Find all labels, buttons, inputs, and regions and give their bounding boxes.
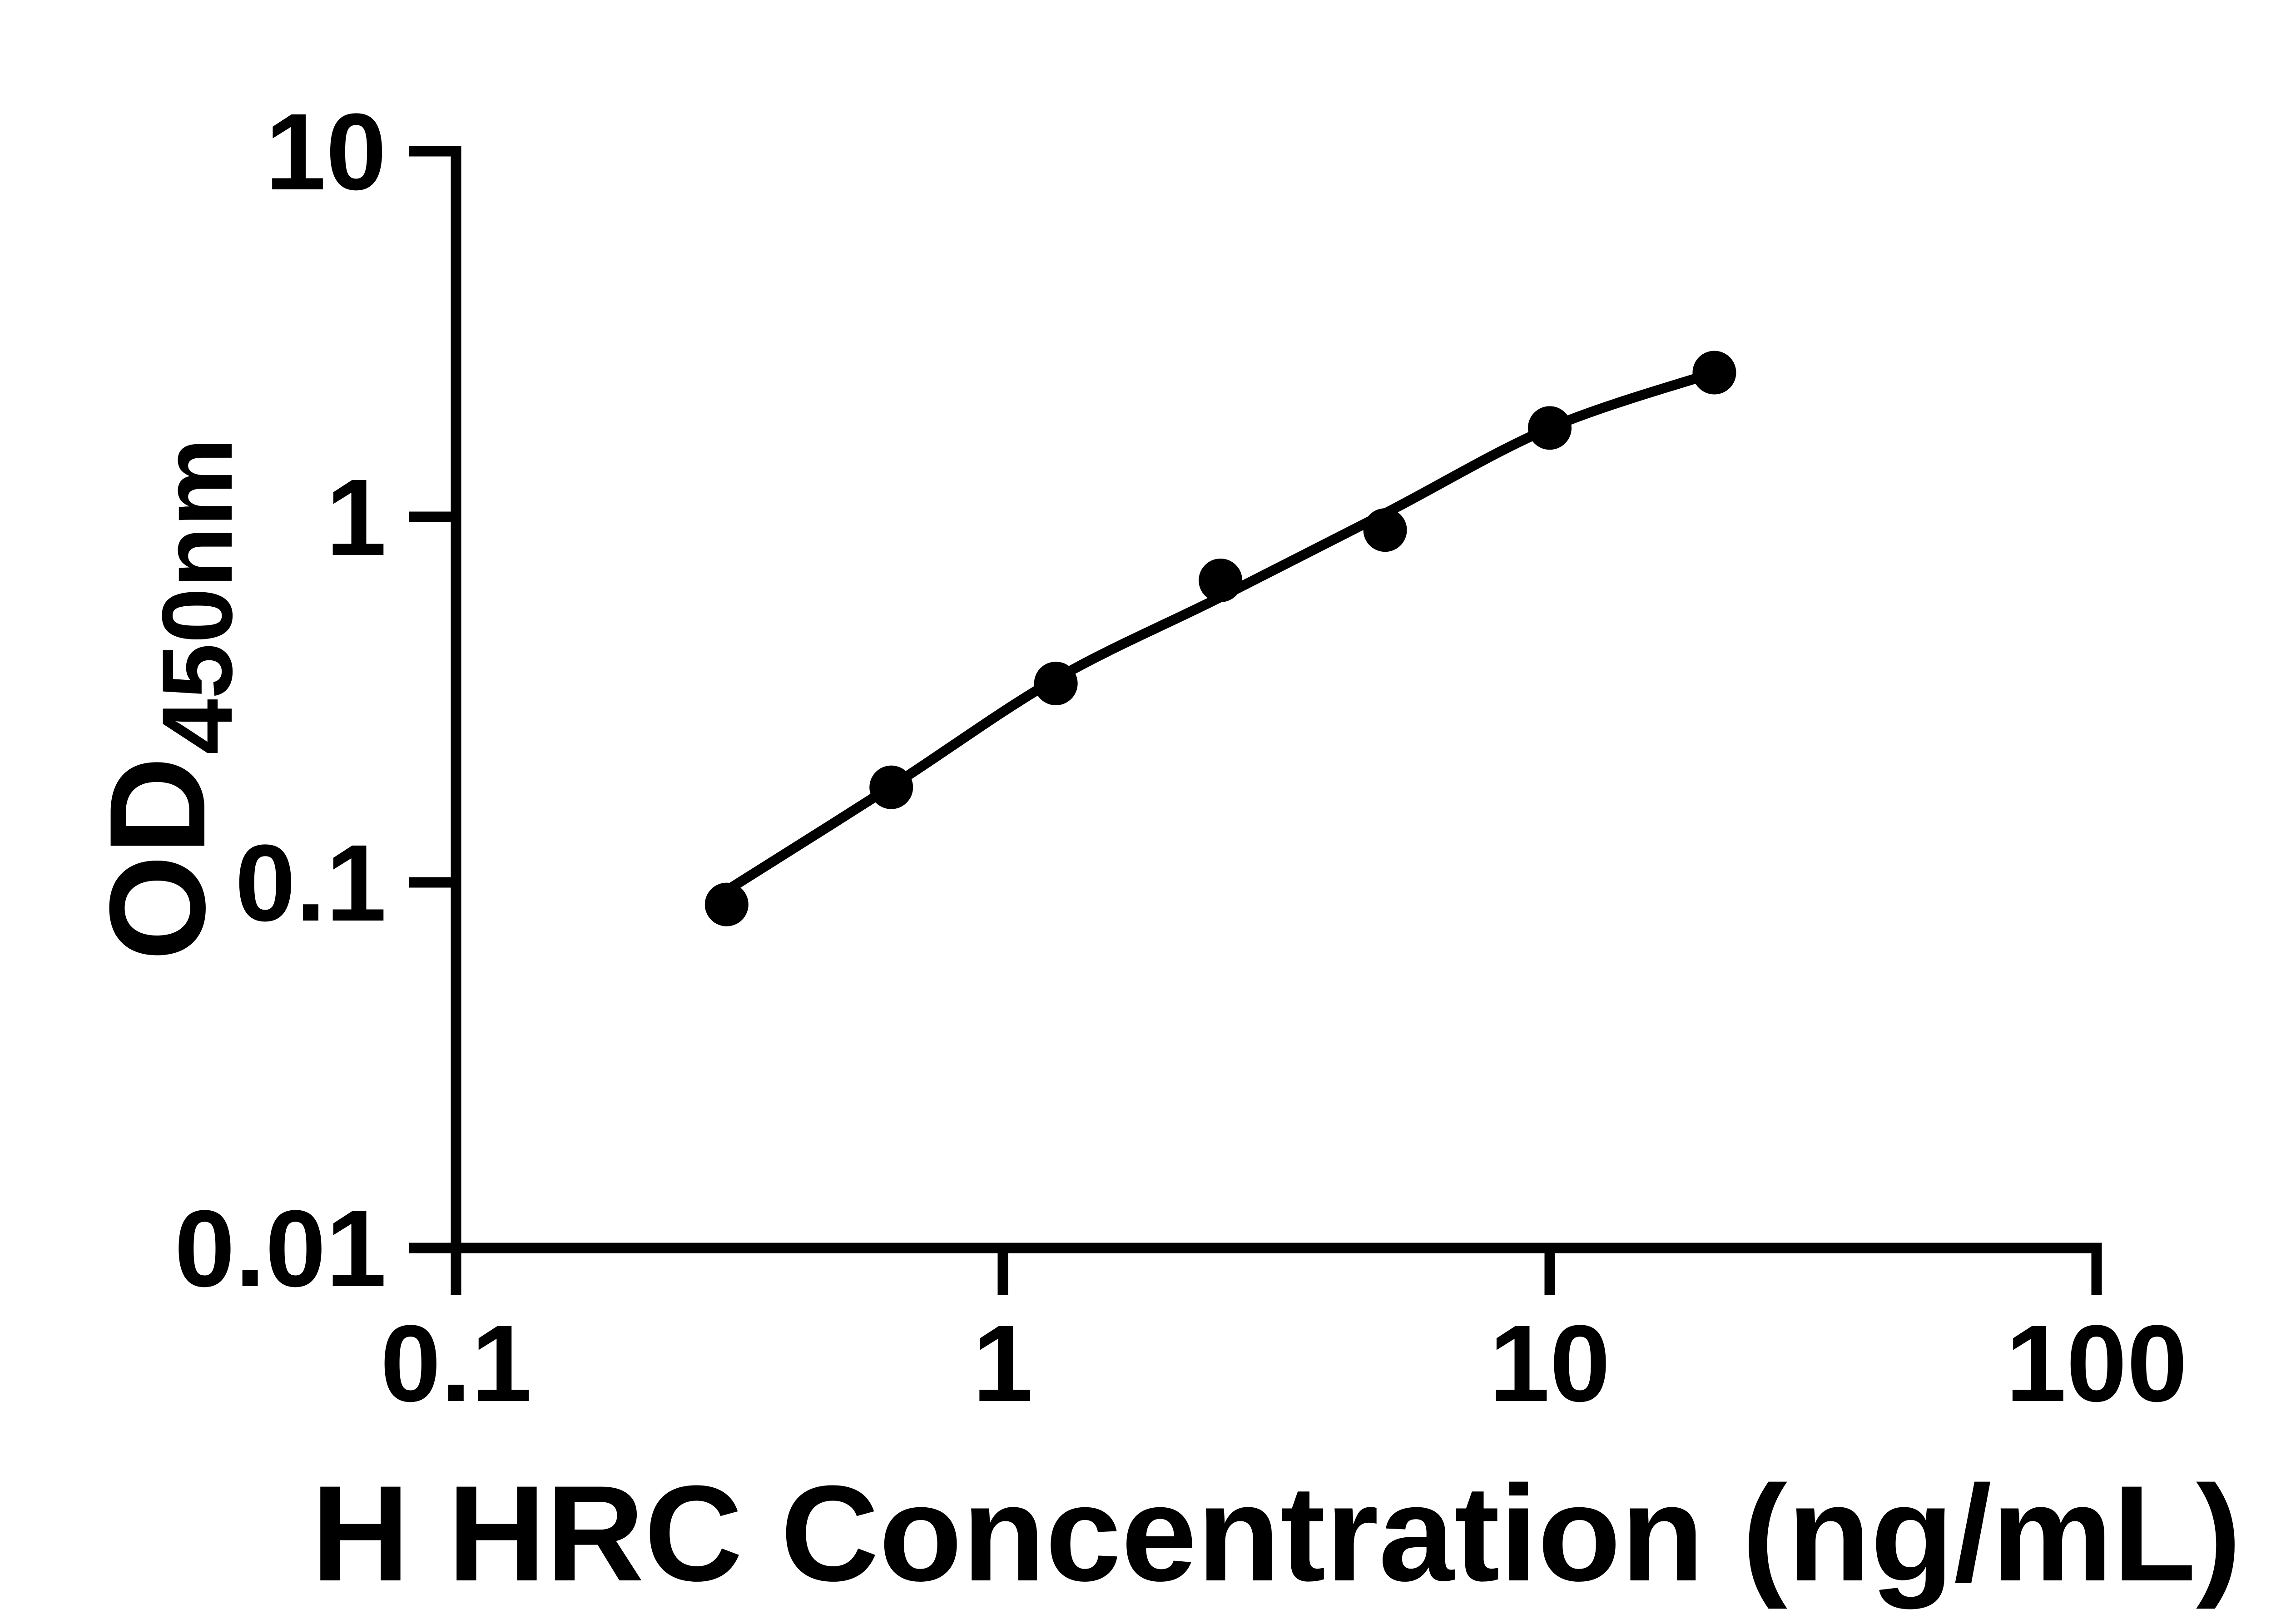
- x-axis-title: H HRC Concentration (ng/mL): [311, 1457, 2241, 1610]
- data-point: [1528, 406, 1572, 450]
- y-tick-group: 0.01 0.1 1 10: [174, 91, 461, 1309]
- y-tick-label: 0.01: [174, 1188, 387, 1309]
- y-tick-label: 10: [265, 91, 387, 213]
- data-point: [1199, 559, 1243, 603]
- data-point: [1692, 351, 1736, 395]
- x-tick-label: 1: [972, 1302, 1033, 1424]
- y-tick-label: 0.1: [235, 822, 387, 944]
- data-point-group: [704, 351, 1736, 926]
- y-axis: 0.01 0.1 1 10: [174, 91, 461, 1309]
- y-axis-title-main: OD: [81, 757, 233, 961]
- x-tick-group: 0.1 1 10 100: [380, 1243, 2187, 1424]
- x-axis: 0.1 1 10 100: [380, 1243, 2187, 1424]
- x-tick-label: 100: [2006, 1302, 2187, 1424]
- data-point: [1034, 662, 1078, 706]
- x-tick-label: 0.1: [380, 1302, 532, 1424]
- y-axis-title: OD 450nm: [81, 438, 253, 961]
- data-point: [704, 882, 749, 926]
- data-point: [1363, 508, 1407, 552]
- y-tick-label: 1: [326, 456, 387, 578]
- y-axis-title-subscript: 450nm: [141, 438, 253, 754]
- data-point: [869, 765, 913, 809]
- x-tick-label: 10: [1489, 1302, 1611, 1424]
